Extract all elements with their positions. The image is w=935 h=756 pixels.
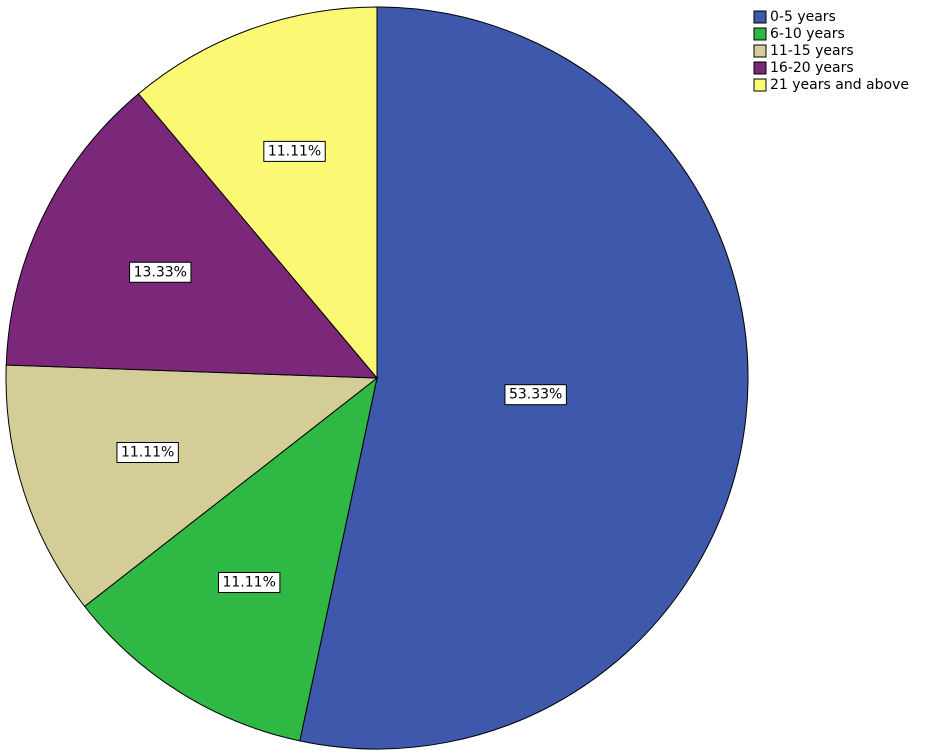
legend-label: 21 years and above — [770, 77, 909, 93]
pie-slices — [5, 6, 749, 750]
slice-label-text: 11.11% — [121, 444, 174, 460]
slice-labels: 53.33% 11.11% 11.11% 13.33% 11.11% — [116, 140, 567, 593]
legend-label: 16-20 years — [770, 60, 854, 76]
slice-label-box — [263, 140, 326, 162]
legend-label: 11-15 years — [770, 43, 854, 59]
pie-slice-2 — [83, 376, 378, 742]
legend-item-3: 11-15 years — [753, 43, 854, 59]
slice-label-2: 11.11% — [217, 571, 281, 593]
legend-swatch — [753, 10, 767, 24]
pie-slice-1 — [299, 6, 749, 750]
legend-swatch — [753, 61, 767, 75]
legend-item-2: 6-10 years — [753, 26, 845, 42]
legend-label: 0-5 years — [770, 9, 836, 25]
legend-swatch — [753, 27, 767, 41]
slice-label-text: 11.11% — [222, 574, 275, 590]
legend-item-5: 21 years and above — [753, 77, 909, 93]
slice-label-text: 13.33% — [134, 264, 187, 280]
slice-label-box — [129, 261, 192, 283]
legend-item-4: 16-20 years — [753, 60, 854, 76]
slice-label-box — [116, 441, 179, 463]
pie-slice-5 — [137, 6, 378, 380]
slice-label-5: 11.11% — [263, 140, 326, 162]
slice-label-text: 53.33% — [509, 387, 562, 403]
slice-label-1: 53.33% — [504, 384, 567, 406]
legend-label: 6-10 years — [770, 26, 845, 42]
slice-label-3: 11.11% — [116, 441, 179, 463]
legend-swatch — [753, 44, 767, 58]
legend-swatch — [753, 78, 767, 92]
slice-label-4: 13.33% — [129, 261, 192, 283]
slice-label-text: 11.11% — [268, 143, 321, 159]
legend-item-1: 0-5 years — [753, 9, 836, 25]
slice-label-box — [217, 571, 281, 593]
pie-slice-4 — [5, 93, 379, 379]
pie-slice-3 — [5, 364, 379, 608]
slice-label-box — [504, 384, 567, 406]
